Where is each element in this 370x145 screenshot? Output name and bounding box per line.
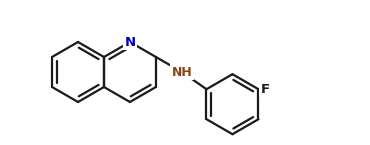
Text: F: F <box>260 83 270 96</box>
Text: NH: NH <box>172 66 192 78</box>
Text: N: N <box>124 36 135 48</box>
